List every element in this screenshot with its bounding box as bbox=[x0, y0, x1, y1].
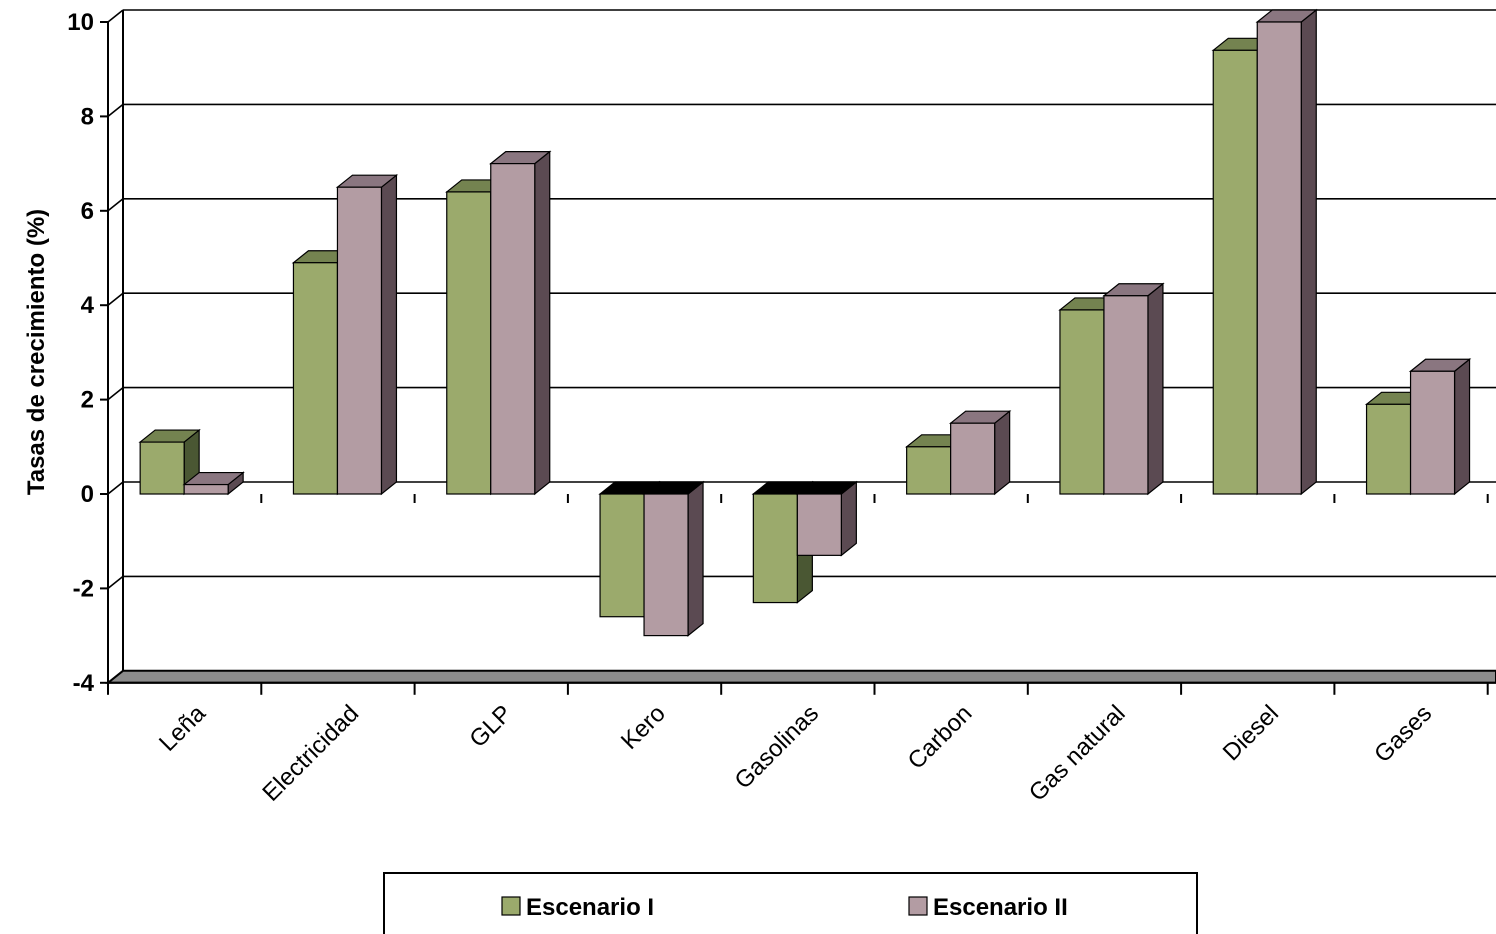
x-tick-label: Kero bbox=[616, 700, 671, 755]
bar-2-escenario-ii-side bbox=[535, 152, 550, 494]
bar-4-escenario-ii-side bbox=[841, 482, 856, 555]
x-tick-label: Gas natural bbox=[1024, 700, 1131, 807]
x-tick-label: Electricidad bbox=[257, 700, 364, 807]
gridline-diagonal bbox=[108, 104, 123, 116]
bar-3-escenario-ii bbox=[644, 482, 703, 636]
legend-swatch bbox=[502, 897, 520, 915]
bar-8-escenario-i-front bbox=[1367, 404, 1411, 494]
bar-7-escenario-ii-front bbox=[1257, 22, 1301, 494]
bar-0-escenario-i-front bbox=[140, 442, 184, 494]
bar-7-escenario-ii-side bbox=[1301, 10, 1316, 494]
y-axis-title: Tasas de crecimiento (%) bbox=[23, 209, 50, 495]
y-tick-label: 4 bbox=[81, 292, 95, 319]
bar-6-escenario-i-front bbox=[1060, 310, 1104, 494]
y-tick-label: 10 bbox=[67, 9, 94, 36]
bar-7-escenario-ii bbox=[1257, 10, 1316, 494]
legend-label: Escenario II bbox=[933, 894, 1068, 921]
bar-2-escenario-i-front bbox=[447, 192, 491, 494]
legend: Escenario I Escenario II bbox=[384, 873, 1197, 934]
gridline-diagonal bbox=[108, 293, 123, 305]
y-tick-label: -2 bbox=[73, 575, 94, 602]
bar-2-escenario-ii-front bbox=[491, 164, 535, 494]
gridline-diagonal bbox=[108, 388, 123, 400]
x-tick-label: Leña bbox=[154, 699, 211, 756]
y-tick-label: 0 bbox=[81, 481, 94, 508]
bar-5-escenario-i-front bbox=[907, 447, 951, 494]
legend-label: Escenario I bbox=[526, 894, 654, 921]
bar-2-escenario-ii bbox=[491, 152, 550, 494]
bar-6-escenario-ii-front bbox=[1104, 296, 1148, 494]
bar-1-escenario-ii-front bbox=[337, 187, 381, 494]
bar-7-escenario-i-front bbox=[1213, 50, 1257, 494]
x-tick-label: Carbon bbox=[903, 700, 978, 775]
y-tick-label: -4 bbox=[73, 670, 95, 697]
bar-5-escenario-ii-side bbox=[995, 411, 1010, 494]
y-tick-label: 6 bbox=[81, 198, 94, 225]
gridline-diagonal bbox=[108, 576, 123, 588]
gridline-diagonal bbox=[108, 199, 123, 211]
legend-swatch bbox=[909, 897, 927, 915]
y-tick-label: 8 bbox=[81, 103, 94, 130]
bar-3-escenario-ii-side bbox=[688, 482, 703, 636]
bar-4-escenario-ii bbox=[797, 482, 856, 555]
bar-3-escenario-i-front bbox=[600, 494, 644, 617]
bar-5-escenario-ii-front bbox=[951, 423, 995, 494]
chart-floor bbox=[108, 671, 1496, 683]
bar-8-escenario-ii-side bbox=[1455, 359, 1470, 494]
x-tick-label: Gases bbox=[1369, 700, 1437, 768]
bar-4-escenario-i-front bbox=[753, 494, 797, 603]
bar-6-escenario-ii bbox=[1104, 284, 1163, 494]
bar-4-escenario-ii-front bbox=[797, 494, 841, 555]
bar-8-escenario-ii bbox=[1411, 359, 1470, 494]
x-tick-label: Gasolinas bbox=[730, 700, 825, 795]
bar-6-escenario-ii-side bbox=[1148, 284, 1163, 494]
y-tick-label: 2 bbox=[81, 387, 94, 414]
bar-3-escenario-ii-front bbox=[644, 494, 688, 636]
bar-1-escenario-ii-side bbox=[381, 175, 396, 494]
bar-5-escenario-ii bbox=[951, 411, 1010, 494]
bar-1-escenario-ii bbox=[337, 175, 396, 494]
x-tick-label: GLP bbox=[464, 700, 517, 753]
bar-0-escenario-ii-front bbox=[184, 485, 228, 494]
bar-1-escenario-i-front bbox=[293, 263, 337, 494]
gridline-diagonal bbox=[108, 10, 123, 22]
x-tick-label: Diesel bbox=[1218, 700, 1284, 766]
gridline-diagonal bbox=[108, 482, 123, 494]
bar-8-escenario-ii-front bbox=[1411, 371, 1455, 494]
